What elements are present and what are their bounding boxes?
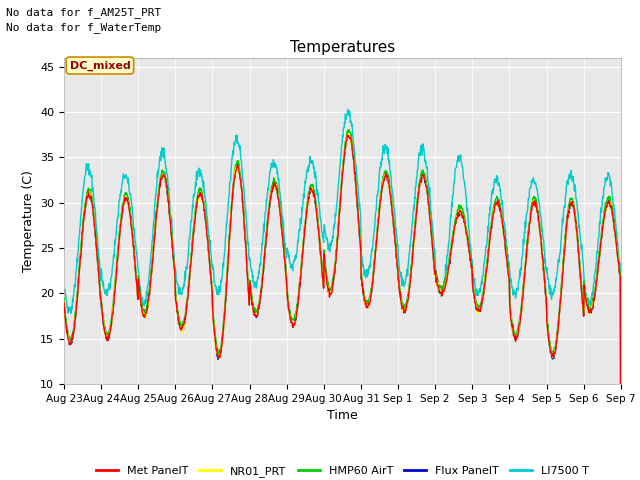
Legend: Met PanelT, NR01_PRT, HMP60 AirT, Flux PanelT, LI7500 T: Met PanelT, NR01_PRT, HMP60 AirT, Flux P… (91, 461, 594, 480)
Text: No data for f_WaterTemp: No data for f_WaterTemp (6, 22, 162, 33)
Title: Temperatures: Temperatures (290, 40, 395, 55)
Y-axis label: Temperature (C): Temperature (C) (22, 170, 35, 272)
X-axis label: Time: Time (327, 409, 358, 422)
Text: DC_mixed: DC_mixed (70, 60, 131, 71)
Text: No data for f_AM25T_PRT: No data for f_AM25T_PRT (6, 7, 162, 18)
